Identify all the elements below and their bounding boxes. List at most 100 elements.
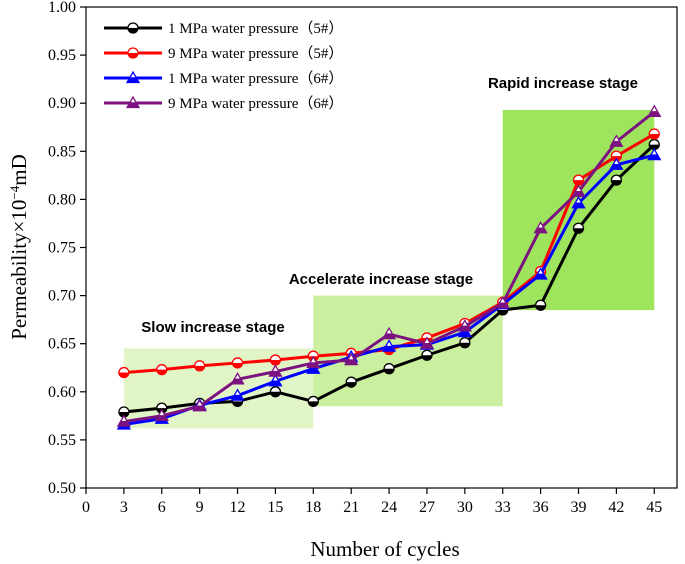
data-point bbox=[419, 336, 435, 349]
y-axis-title: Permeability×10−4mD bbox=[7, 154, 32, 340]
data-point bbox=[572, 174, 585, 186]
marker-half-fill bbox=[383, 333, 396, 339]
data-point bbox=[156, 364, 168, 376]
y-axis-title-main: Permeability×10 bbox=[7, 200, 31, 340]
marker-half-fill bbox=[610, 140, 623, 147]
marker-half-fill bbox=[307, 367, 320, 374]
data-point bbox=[194, 360, 206, 372]
legend-item-3: 1 MPa water pressure（6#） bbox=[104, 70, 343, 87]
marker-half-fill bbox=[648, 111, 661, 117]
data-point bbox=[231, 357, 244, 369]
stage-regions: Slow increase stage Accelerate increase s… bbox=[123, 75, 655, 429]
data-point bbox=[118, 366, 130, 379]
marker-half-fill bbox=[610, 164, 623, 170]
legend-item-1: 1 MPa water pressure（5#） bbox=[104, 20, 343, 37]
marker-half-fill bbox=[270, 391, 281, 397]
marker-half-fill bbox=[155, 415, 168, 421]
data-point bbox=[571, 184, 586, 197]
marker-half-fill bbox=[307, 362, 320, 368]
legend-item-4: 9 MPa water pressure（6#） bbox=[104, 95, 343, 112]
y-tick-label: 0.95 bbox=[48, 47, 76, 64]
data-point bbox=[383, 363, 395, 375]
marker-half-fill bbox=[535, 305, 546, 311]
marker-half-fill bbox=[459, 342, 470, 348]
marker-half-fill bbox=[573, 180, 584, 186]
data-point bbox=[344, 352, 359, 366]
legend-marker bbox=[127, 47, 139, 59]
x-tick-label: 0 bbox=[82, 499, 90, 516]
y-tick-label: 0.65 bbox=[48, 336, 76, 353]
marker-half-fill bbox=[232, 362, 243, 368]
marker-half-fill bbox=[194, 365, 205, 371]
x-tick-label: 6 bbox=[158, 499, 166, 516]
x-tick-label: 3 bbox=[120, 499, 128, 516]
marker-half-fill bbox=[649, 133, 660, 139]
data-point bbox=[647, 147, 662, 161]
marker-half-fill bbox=[420, 342, 433, 349]
y-axis-title-exponent: −4 bbox=[7, 185, 22, 199]
data-point bbox=[609, 157, 624, 170]
series-4 bbox=[116, 104, 662, 427]
marker-half-fill bbox=[421, 355, 432, 361]
marker-half-fill bbox=[649, 144, 660, 150]
data-point bbox=[533, 220, 548, 234]
legend: 1 MPa water pressure（5#） 9 MPa water pres… bbox=[104, 20, 343, 112]
data-point bbox=[610, 174, 623, 186]
marker-half-fill bbox=[232, 401, 243, 407]
marker-half-fill bbox=[127, 102, 139, 108]
marker-half-fill bbox=[128, 53, 138, 58]
x-tick-label: 21 bbox=[343, 499, 359, 516]
y-tick-label: 0.85 bbox=[48, 143, 76, 160]
stage-region-2 bbox=[313, 295, 503, 407]
x-tick-label: 30 bbox=[457, 499, 473, 516]
data-point bbox=[154, 408, 169, 422]
x-tick-label: 33 bbox=[495, 499, 511, 516]
data-point bbox=[495, 295, 510, 309]
marker-half-fill bbox=[118, 372, 129, 378]
stage-label-2: Accelerate increase stage bbox=[289, 271, 473, 288]
data-point bbox=[230, 371, 245, 385]
legend-item-2: 9 MPa water pressure（5#） bbox=[104, 45, 343, 62]
y-tick-label: 1.00 bbox=[48, 0, 76, 16]
x-tick-label: 39 bbox=[571, 499, 587, 516]
marker-half-fill bbox=[497, 310, 508, 316]
data-point bbox=[647, 104, 662, 118]
x-tick-label: 9 bbox=[196, 499, 204, 516]
marker-half-fill bbox=[534, 227, 547, 233]
legend-marker bbox=[127, 22, 139, 34]
data-point bbox=[345, 376, 357, 388]
marker-half-fill bbox=[345, 359, 358, 365]
x-axis-title: Number of cycles bbox=[310, 537, 459, 561]
marker-half-fill bbox=[269, 370, 282, 377]
y-tick-label: 0.55 bbox=[48, 432, 76, 449]
y-tick-label: 0.70 bbox=[48, 288, 76, 305]
marker-half-fill bbox=[308, 401, 319, 407]
data-point bbox=[306, 355, 321, 369]
stage-label-3: Rapid increase stage bbox=[488, 75, 638, 92]
stage-label-1: Slow increase stage bbox=[141, 319, 284, 336]
marker-half-fill bbox=[270, 360, 281, 366]
marker-half-fill bbox=[458, 325, 471, 331]
legend-label: 1 MPa water pressure（5#） bbox=[168, 20, 343, 37]
legend-label: 9 MPa water pressure（5#） bbox=[168, 45, 343, 62]
stage-region-3 bbox=[502, 109, 655, 311]
y-tick-label: 0.60 bbox=[48, 384, 76, 401]
data-point bbox=[572, 222, 585, 234]
legend-label: 1 MPa water pressure（6#） bbox=[168, 70, 343, 87]
marker-half-fill bbox=[156, 369, 167, 375]
y-tick-label: 0.75 bbox=[48, 240, 76, 257]
data-point bbox=[609, 134, 624, 147]
marker-half-fill bbox=[127, 77, 139, 83]
y-axis-title-unit: mD bbox=[7, 154, 31, 186]
x-tick-label: 36 bbox=[533, 499, 549, 516]
marker-half-fill bbox=[496, 302, 509, 308]
data-point bbox=[192, 398, 207, 412]
x-tick-label: 27 bbox=[419, 499, 435, 516]
data-point bbox=[116, 414, 132, 427]
x-tick-label: 18 bbox=[305, 499, 321, 516]
data-point bbox=[230, 388, 245, 401]
data-point bbox=[533, 267, 548, 280]
x-tick-label: 15 bbox=[267, 499, 283, 516]
data-point bbox=[268, 364, 283, 377]
